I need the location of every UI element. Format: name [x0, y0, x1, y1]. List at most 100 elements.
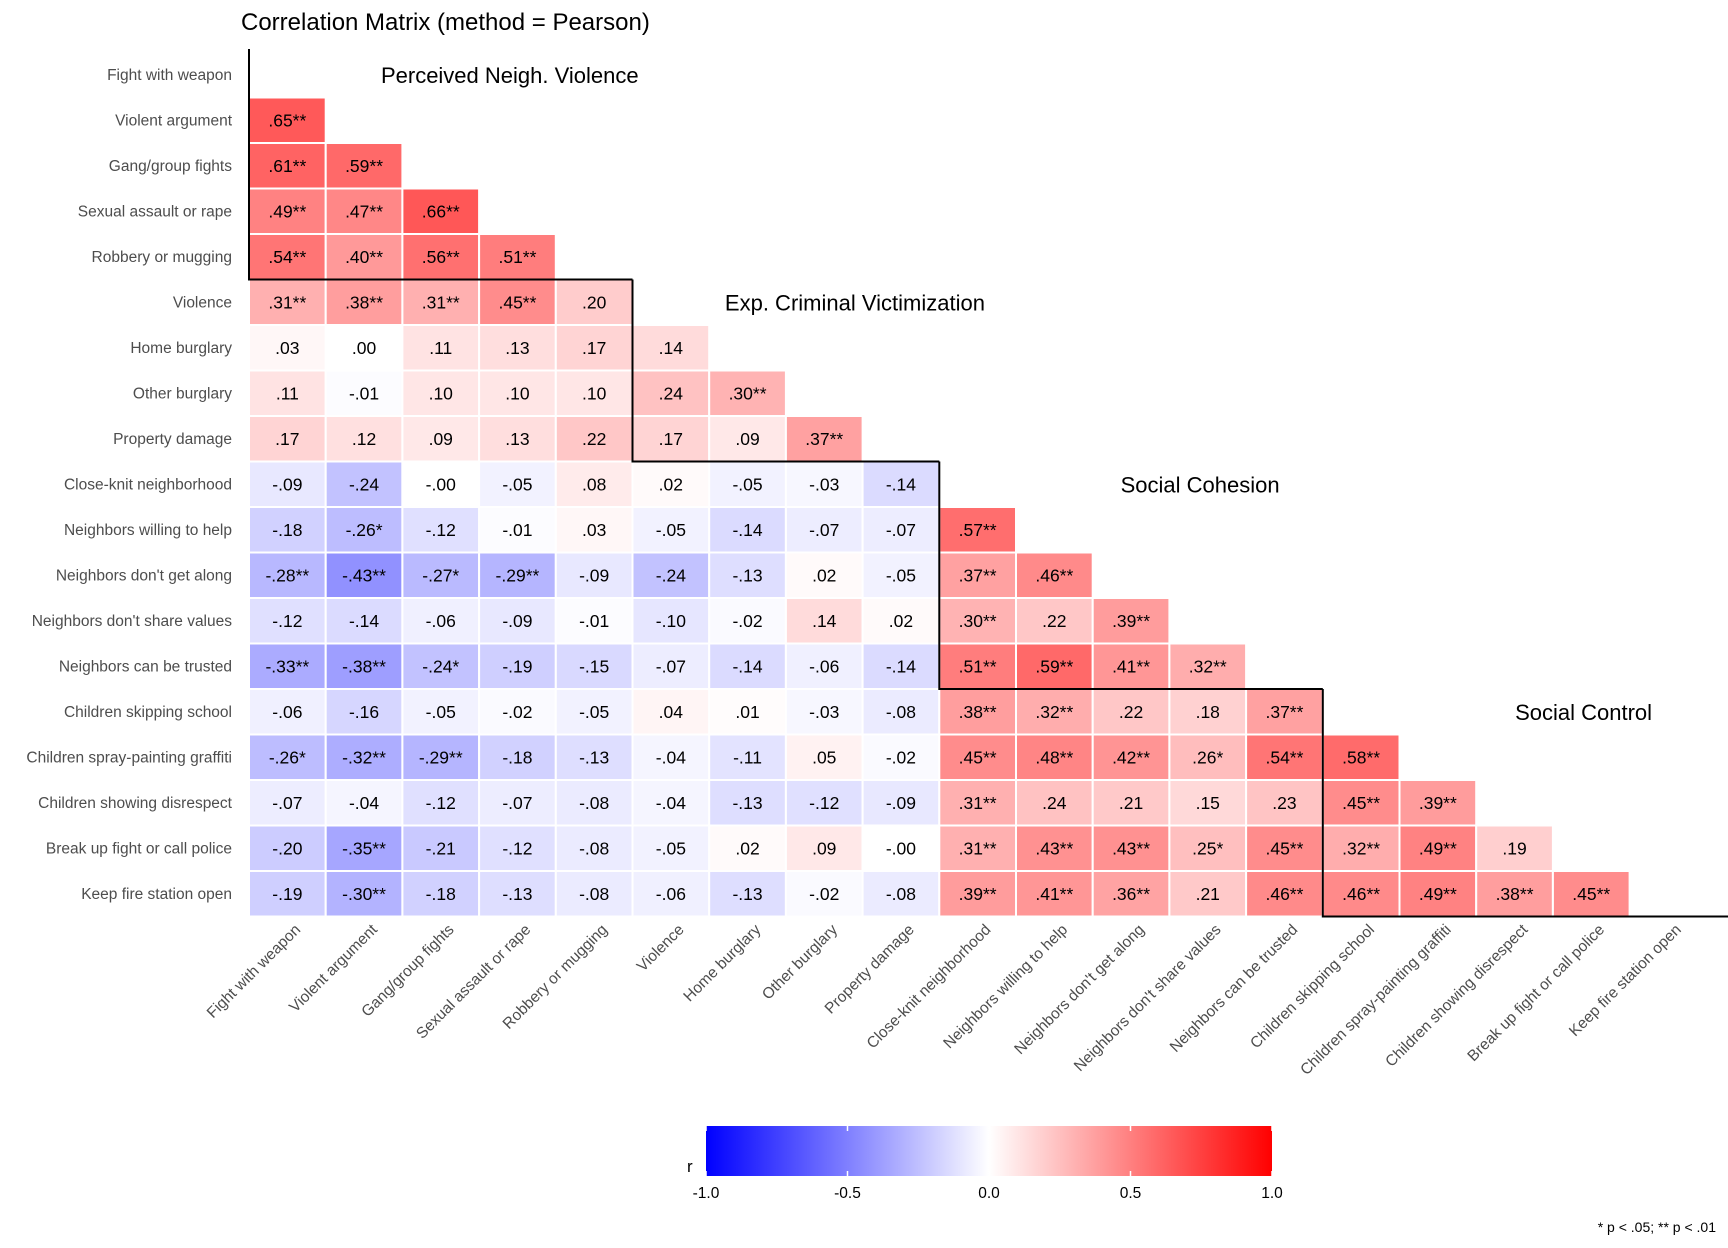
- cell-label: -.24: [349, 474, 379, 494]
- heatmap-cell: [631, 642, 711, 690]
- cell-label: -.08: [886, 702, 916, 722]
- heatmap-cell: [1091, 870, 1171, 918]
- cell-label: -.07: [809, 520, 839, 540]
- y-tick-label: Keep fire station open: [81, 886, 232, 903]
- cell-label: -.35**: [342, 838, 386, 858]
- heatmap-cell: [401, 688, 481, 736]
- heatmap-cell: [1551, 870, 1631, 918]
- heatmap-cell: [324, 733, 404, 781]
- cell-label: -.24*: [422, 656, 459, 676]
- cell-label: -.12: [426, 520, 456, 540]
- heatmap-cell: [248, 733, 327, 781]
- group-label: Social Cohesion: [1121, 472, 1280, 497]
- heatmap-cell: [784, 733, 864, 781]
- cell-label: -.14: [886, 656, 916, 676]
- cell-label: .49**: [1419, 884, 1457, 904]
- heatmap-cell: [324, 142, 404, 190]
- heatmap-cell: [554, 688, 634, 736]
- cell-label: .02: [659, 474, 683, 494]
- heatmap-cell: [554, 824, 634, 872]
- cell-label: .31**: [422, 292, 460, 312]
- group-outline: [631, 279, 940, 463]
- cell-label: .40**: [345, 247, 383, 267]
- heatmap-cell: [1321, 824, 1401, 872]
- cell-label: -.09: [579, 565, 609, 585]
- cell-label: -.05: [502, 474, 532, 494]
- cell-label: .02: [889, 611, 913, 631]
- cell-label: .61**: [268, 156, 306, 176]
- cell-label: -.07: [656, 656, 686, 676]
- heatmap-cell: [1015, 870, 1094, 918]
- cell-label: .14: [812, 611, 837, 631]
- heatmap-cell: [554, 642, 634, 690]
- cell-label: .54**: [1265, 747, 1303, 767]
- heatmap-cell: [708, 597, 787, 645]
- heatmap-cell: [1168, 824, 1248, 872]
- cell-label: .65**: [268, 110, 306, 130]
- y-tick-label: Other burglary: [133, 385, 232, 402]
- heatmap-cell: [1398, 870, 1478, 918]
- cell-label: .57**: [959, 520, 997, 540]
- heatmap-cell: [554, 369, 634, 417]
- y-tick-label: Children showing disrespect: [38, 795, 233, 812]
- y-tick-label: Neighbors can be trusted: [59, 658, 232, 675]
- cell-label: .01: [735, 702, 759, 722]
- x-tick-label: Close-knit neighborhood: [864, 921, 995, 1052]
- heatmap-cell: [861, 460, 941, 508]
- cell-label: -.02: [502, 702, 532, 722]
- heatmap-cell: [631, 688, 711, 736]
- heatmap-cell: [861, 597, 941, 645]
- cell-label: -.02: [732, 611, 762, 631]
- cell-label: -.03: [809, 474, 839, 494]
- cell-label: .54**: [268, 247, 306, 267]
- cell-label: -.19: [272, 884, 302, 904]
- cell-label: -.33**: [265, 656, 309, 676]
- cell-label: -.16: [349, 702, 379, 722]
- y-tick-label: Break up fight or call police: [46, 840, 232, 857]
- cell-label: -.05: [656, 520, 686, 540]
- heatmap-cell: [248, 551, 327, 599]
- heatmap-cell: [1475, 870, 1554, 918]
- heatmap-cell: [401, 324, 481, 372]
- heatmap-cell: [1091, 824, 1171, 872]
- heatmap-cell: [324, 779, 404, 827]
- cell-label: -.30**: [342, 884, 386, 904]
- cell-label: .45**: [1572, 884, 1610, 904]
- x-tick-label: Neighbors don't get along: [1011, 921, 1148, 1058]
- heatmap-cell: [1321, 870, 1401, 918]
- cell-label: -.43**: [342, 565, 386, 585]
- cell-label: .03: [582, 520, 606, 540]
- x-tick-label: Neighbors willing to help: [940, 921, 1071, 1052]
- heatmap-cell: [631, 597, 711, 645]
- cell-label: .11: [429, 338, 452, 358]
- heatmap-cell: [248, 870, 327, 918]
- cell-label: -.08: [579, 838, 609, 858]
- cell-label: -.07: [502, 793, 532, 813]
- cell-label: .22: [1119, 702, 1143, 722]
- cell-label: -.08: [886, 884, 916, 904]
- heatmap-cell: [478, 278, 557, 326]
- cell-label: .39**: [959, 884, 997, 904]
- cell-label: -.26*: [269, 747, 306, 767]
- cell-label: -.06: [426, 611, 456, 631]
- heatmap-cell: [631, 733, 711, 781]
- y-tick-label: Neighbors don't get along: [56, 567, 232, 584]
- heatmap-cell: [1398, 779, 1478, 827]
- cell-label: -.18: [272, 520, 302, 540]
- heatmap-cell: [554, 324, 634, 372]
- cell-label: .42**: [1112, 747, 1150, 767]
- cell-label: .10: [582, 383, 607, 403]
- cell-label: .09: [735, 429, 759, 449]
- heatmap-cell: [478, 870, 557, 918]
- cell-label: .59**: [345, 156, 383, 176]
- group-label: Social Control: [1515, 700, 1652, 725]
- heatmap-cell: [478, 506, 557, 554]
- heatmap-cell: [478, 642, 557, 690]
- cell-label: .37**: [805, 429, 843, 449]
- legend-tick-label: 0.5: [1120, 1185, 1142, 1202]
- cell-label: -.29**: [419, 747, 463, 767]
- cell-label: .10: [505, 383, 530, 403]
- heatmap-cell: [784, 824, 864, 872]
- y-tick-label: Property damage: [113, 431, 232, 448]
